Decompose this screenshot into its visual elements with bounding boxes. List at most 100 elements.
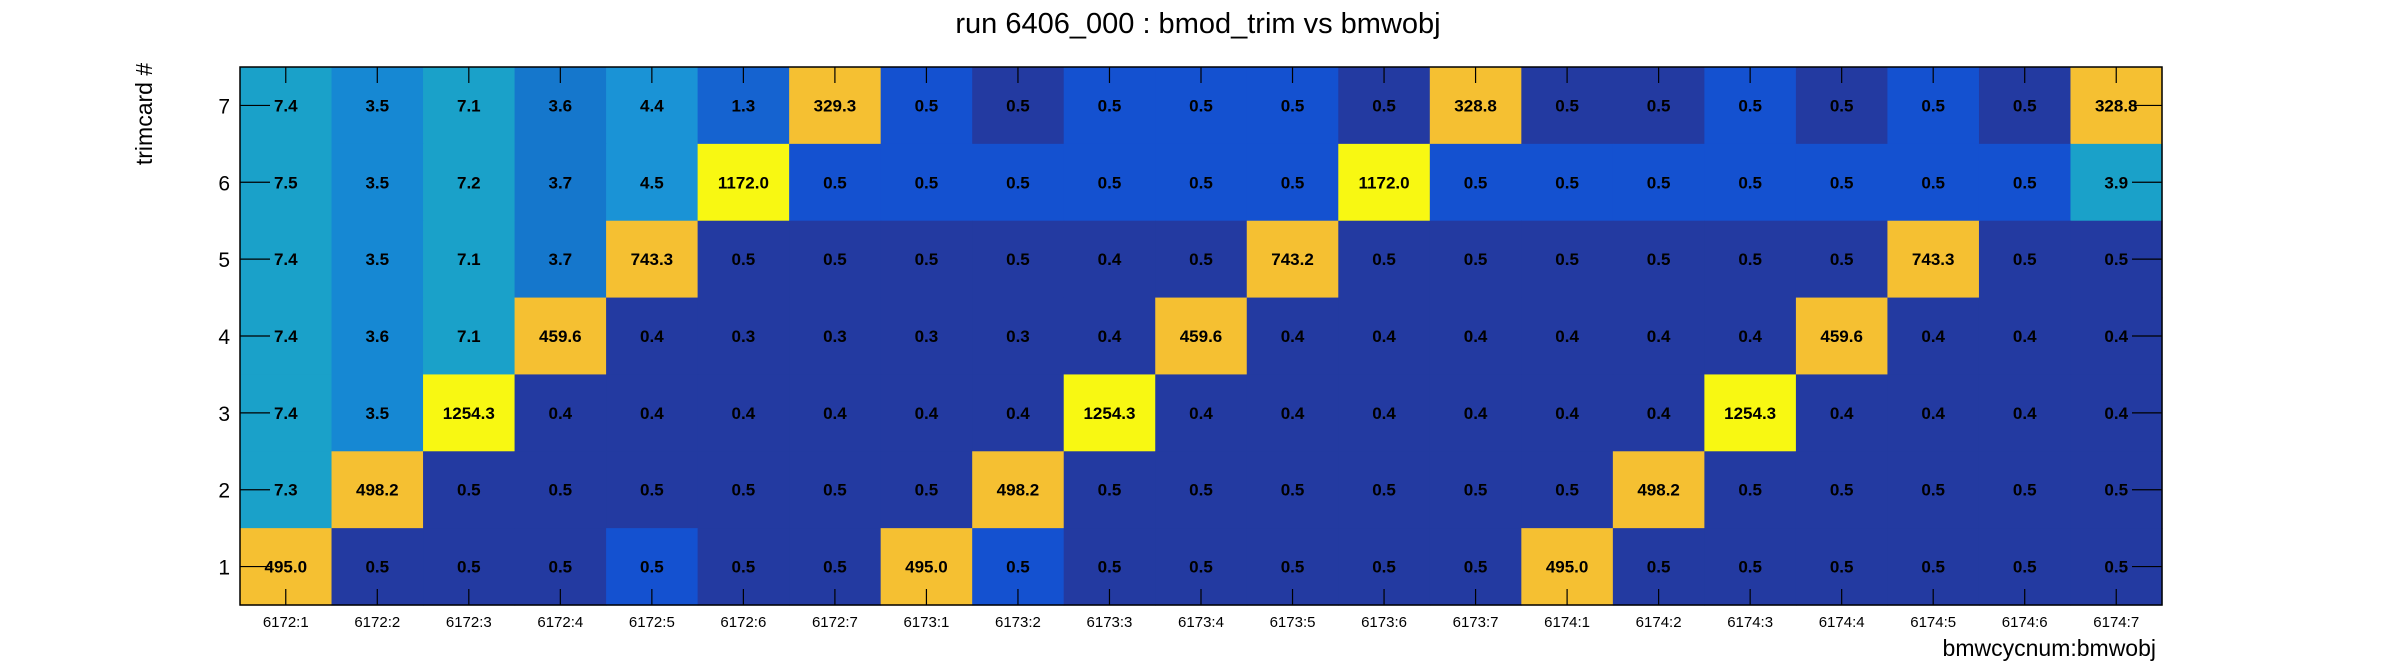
cell-value-label: 0.3 [915,327,939,346]
heatmap-cell [1429,451,1522,529]
cell-value-label: 0.5 [1098,96,1122,115]
cell-value-label: 3.6 [549,96,573,115]
cell-value-label: 495.0 [264,558,307,577]
heatmap-cell [606,143,699,222]
y-tick-label: 3 [218,403,230,426]
heatmap-cell [1704,374,1797,452]
cell-value-label: 0.5 [1281,96,1305,115]
cell-value-label: 0.4 [549,404,573,423]
heatmap-cell [514,451,607,529]
cell-value-label: 7.2 [457,173,481,192]
cell-value-label: 0.5 [1464,173,1488,192]
cell-value-label: 1.3 [732,96,756,115]
cell-value-label: 3.9 [2104,173,2128,192]
heatmap-cell [1063,451,1156,529]
heatmap-cell [1887,143,1980,222]
heatmap-cell [697,297,790,376]
x-tick-label: 6174:6 [2002,614,2048,631]
y-tick-label: 4 [218,326,230,349]
heatmap-cell [1246,297,1339,376]
cell-value-label: 3.5 [365,404,389,423]
heatmap-cell [1795,451,1889,529]
cell-value-label: 0.5 [823,173,847,192]
cell-value-label: 0.5 [1738,481,1762,500]
cell-value-label: 3.5 [365,173,389,192]
heatmap-cell [1155,297,1248,376]
heatmap-cell [697,220,790,299]
heatmap-cell [423,220,516,299]
x-tick-label: 6172:5 [629,614,675,631]
heatmap-cell [423,451,516,529]
y-axis-label: trimcard # [131,63,157,165]
cell-value-label: 0.5 [732,481,756,500]
cell-value-label: 0.5 [1647,96,1671,115]
heatmap-cell [1338,143,1431,222]
cell-value-label: 495.0 [905,558,948,577]
cell-value-label: 328.8 [2095,96,2138,115]
x-tick-label: 6172:7 [812,614,858,631]
cell-value-label: 0.5 [1464,250,1488,269]
cell-value-label: 329.3 [814,96,857,115]
cell-value-label: 0.4 [1647,327,1671,346]
cell-value-label: 0.4 [732,404,756,423]
heatmap-cell [1246,451,1339,529]
cell-value-label: 0.5 [1921,96,1945,115]
cell-value-label: 0.5 [365,558,389,577]
heatmap-cell [1246,143,1339,222]
cell-value-label: 459.6 [1820,327,1863,346]
heatmap-cell [1521,220,1614,299]
heatmap-cell [1612,451,1705,529]
x-tick-label: 6172:3 [446,614,492,631]
heatmap-cell [1887,297,1980,376]
cell-value-label: 0.4 [1464,404,1488,423]
cell-value-label: 4.4 [640,96,664,115]
cell-value-label: 1254.3 [443,404,495,423]
cell-value-label: 0.4 [915,404,939,423]
cell-value-label: 0.5 [1555,173,1579,192]
heatmap-cell [880,220,973,299]
heatmap-cell [1612,220,1705,299]
heatmap-cell [423,374,516,452]
heatmap-cell [1246,220,1339,299]
cell-value-label: 0.4 [1189,404,1213,423]
heatmap-cell [1246,374,1339,452]
heatmap-cell [697,451,790,529]
cell-value-label: 0.5 [1372,558,1396,577]
cell-value-label: 0.5 [823,481,847,500]
chart-title: run 6406_000 : bmod_trim vs bmwobj [955,8,1440,40]
heatmap-cell [1063,374,1156,452]
heatmap-cell [1978,297,2072,376]
cell-value-label: 0.5 [1738,250,1762,269]
cell-value-label: 0.4 [1006,404,1030,423]
cell-value-label: 0.4 [1921,404,1945,423]
cell-value-label: 0.5 [1738,173,1762,192]
heatmap-cell [423,297,516,376]
cell-value-label: 0.5 [1006,250,1030,269]
heatmap-cell [1978,374,2072,452]
heatmap-cell [789,297,882,376]
cell-value-label: 3.7 [549,173,573,192]
x-tick-label: 6174:4 [1819,614,1865,631]
heatmap-cell [1887,374,1980,452]
heatmap-cell [880,374,973,452]
x-tick-label: 6172:6 [720,614,766,631]
cell-value-label: 0.5 [1647,558,1671,577]
heatmap-cell [1795,220,1889,299]
heatmap-cell [1612,374,1705,452]
heatmap-cell [1155,220,1248,299]
cell-value-label: 743.3 [631,250,674,269]
cell-value-label: 0.5 [1921,173,1945,192]
heatmap-cell [1704,220,1797,299]
cell-value-label: 0.5 [1281,481,1305,500]
x-tick-label: 6174:2 [1636,614,1682,631]
cell-value-label: 7.5 [274,173,298,192]
cell-value-label: 0.5 [640,558,664,577]
cell-value-label: 0.5 [1830,558,1854,577]
heatmap-cell [697,374,790,452]
cell-value-label: 0.5 [1555,96,1579,115]
cell-value-label: 7.1 [457,96,481,115]
heatmap-cell [880,297,973,376]
heatmap-cell [972,220,1065,299]
cell-value-label: 0.5 [1830,250,1854,269]
cell-value-label: 3.5 [365,250,389,269]
